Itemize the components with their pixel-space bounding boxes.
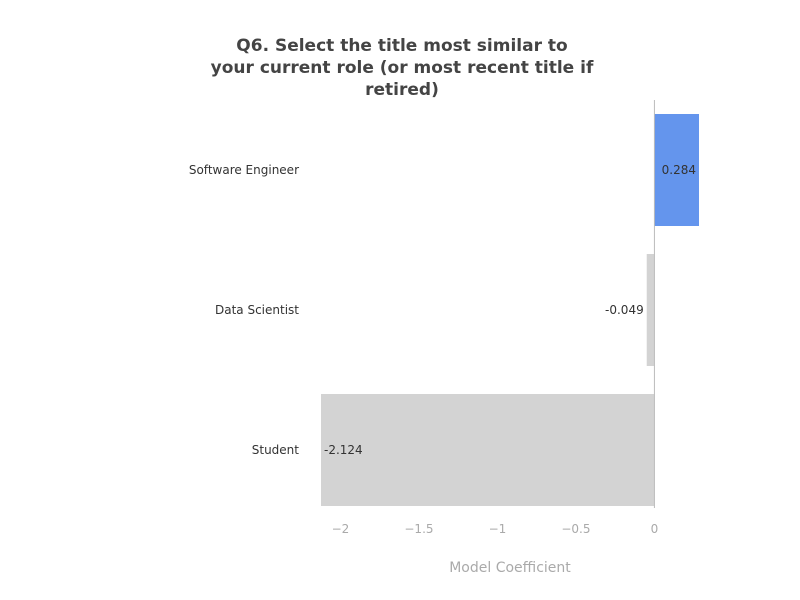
x-tick-label: −0.5 (561, 522, 590, 536)
chart-title-line-2: your current role (or most recent title … (211, 58, 594, 78)
category-label-student: Student (252, 443, 300, 457)
bar-data-scientist (646, 254, 655, 366)
x-axis-ticks: −2 −1.5 −1 −0.5 0 (332, 522, 659, 536)
x-tick-label: −1 (489, 522, 507, 536)
data-label-software-engineer: 0.284 (662, 163, 696, 177)
x-tick-label: −1.5 (404, 522, 433, 536)
bar-student (321, 394, 655, 506)
bar-software-engineer (654, 114, 699, 226)
data-label-student: -2.124 (324, 443, 363, 457)
x-axis-title: Model Coefficient (449, 560, 571, 576)
bars-group (321, 114, 699, 506)
category-labels: Software Engineer Data Scientist Student (189, 163, 299, 457)
chart-title-line-3: retired) (365, 80, 439, 100)
category-label-software-engineer: Software Engineer (189, 163, 299, 177)
chart-title: Q6. Select the title most similar to you… (211, 36, 594, 100)
category-label-data-scientist: Data Scientist (215, 303, 299, 317)
data-labels: 0.284 -0.049 -2.124 (324, 163, 696, 457)
x-tick-label: 0 (651, 522, 659, 536)
x-tick-label: −2 (332, 522, 350, 536)
data-label-data-scientist: -0.049 (605, 303, 644, 317)
chart-title-line-1: Q6. Select the title most similar to (236, 36, 567, 56)
